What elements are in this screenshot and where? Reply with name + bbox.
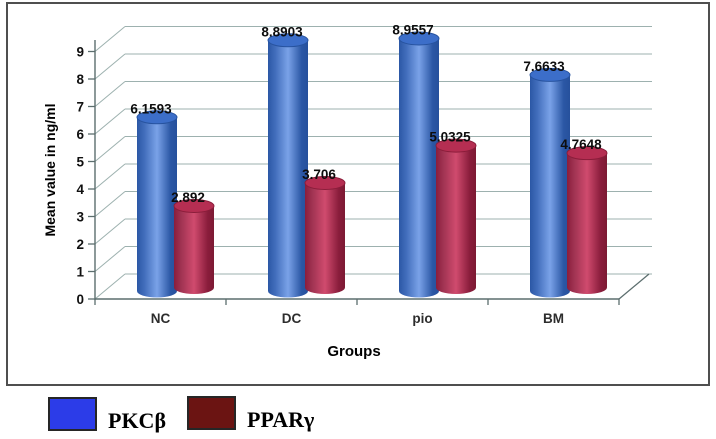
x-category-label: DC <box>282 311 302 326</box>
axes: 0 1 2 3 4 5 6 7 8 9 NC DC pio BM <box>76 40 650 326</box>
bar-PPARγ-BM <box>566 146 608 294</box>
cylinder-top <box>267 33 309 48</box>
y-tick-label: 8 <box>76 72 84 87</box>
x-axis-title: Groups <box>327 343 380 360</box>
cylinder-top <box>173 198 215 213</box>
cylinder-top <box>304 175 346 190</box>
bar-PKCβ-DC <box>267 33 309 298</box>
bar-value-label: 3.706 <box>302 167 336 182</box>
chart-area: 0 1 2 3 4 5 6 7 8 9 NC DC pio BM 6.1593 2.892 8.8903 3.70… <box>6 2 710 386</box>
legend-item-ppargamma: PPARγ <box>187 396 314 430</box>
cylinder-top <box>566 146 608 161</box>
bar-value-label: 7.6633 <box>523 59 565 74</box>
cylinder-top <box>136 110 178 125</box>
chart-plot: 0 1 2 3 4 5 6 7 8 9 NC DC pio BM 6.1593 2.892 8.8903 3.70… <box>76 22 652 326</box>
legend-swatch-ppargamma <box>187 396 236 430</box>
x-category-label: pio <box>412 311 432 326</box>
y-tick-label: 5 <box>76 155 84 170</box>
y-tick-label: 4 <box>76 182 84 197</box>
legend-label-ppargamma: PPARγ <box>247 406 315 432</box>
bar-PPARγ-NC <box>173 198 215 294</box>
y-tick-label: 9 <box>76 45 84 60</box>
y-tick-label: 6 <box>76 127 84 142</box>
bar-PPARγ-DC <box>304 175 346 294</box>
bar-value-label: 4.7648 <box>560 137 602 152</box>
bar-PKCβ-BM <box>529 67 571 298</box>
x-category-label: NC <box>151 311 171 326</box>
y-tick-label: 1 <box>76 265 84 280</box>
cylinder-top <box>398 31 440 46</box>
y-axis-title: Mean value in ng/ml <box>42 103 58 236</box>
bar-value-label: 2.892 <box>171 190 205 205</box>
y-tick-label: 0 <box>76 292 84 307</box>
y-tick-label: 2 <box>76 237 84 252</box>
legend-label-pkcbeta: PKCβ <box>108 407 167 433</box>
cylinder-top <box>529 67 571 82</box>
legend-swatch-pkcbeta <box>48 397 97 431</box>
bar-PPARγ-pio <box>435 138 477 294</box>
bar-chart: 0 1 2 3 4 5 6 7 8 9 NC DC pio BM 6.1593 2.892 8.8903 3.70… <box>42 22 652 360</box>
bar-PKCβ-pio <box>398 31 440 298</box>
y-tick-label: 7 <box>76 100 84 115</box>
x-category-label: BM <box>543 311 564 326</box>
cylinder-top <box>435 138 477 153</box>
y-tick-label: 3 <box>76 210 84 225</box>
bar-value-label: 6.1593 <box>130 101 172 116</box>
bar-value-label: 8.8903 <box>261 24 303 39</box>
bar-PKCβ-NC <box>136 110 178 298</box>
bar-value-label: 5.0325 <box>429 130 471 145</box>
bar-value-label: 8.9557 <box>392 22 433 37</box>
legend: PKCβ PPARγ <box>0 390 716 439</box>
legend-item-pkcbeta: PKCβ <box>48 397 166 431</box>
